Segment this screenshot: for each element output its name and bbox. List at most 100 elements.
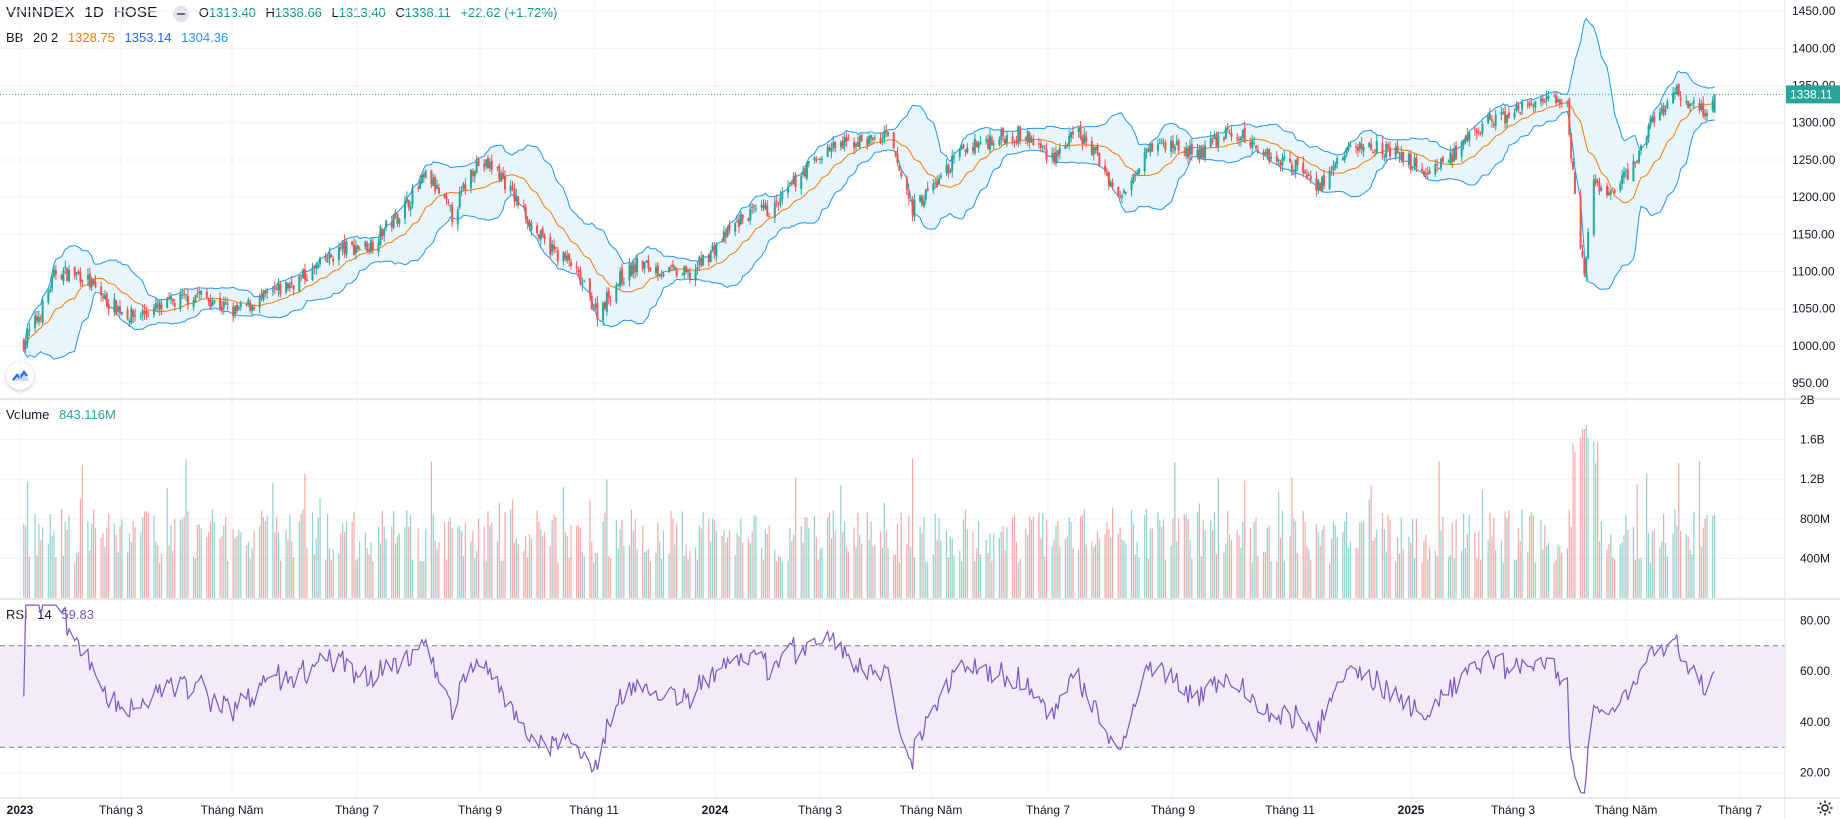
- volume-bar: [749, 543, 751, 598]
- candle-body: [522, 205, 525, 208]
- candle-body: [285, 281, 288, 293]
- candle-body: [1243, 127, 1246, 143]
- candle-body: [1264, 152, 1267, 155]
- volume-bar: [1649, 563, 1652, 598]
- high-label: H: [265, 5, 275, 20]
- volume-bar: [1436, 555, 1438, 598]
- volume-bar: [576, 525, 578, 598]
- candle-body: [760, 204, 763, 208]
- price-axis[interactable]: 1450.001400.001350.001300.001250.001200.…: [1792, 4, 1836, 390]
- candle-body: [1623, 171, 1626, 178]
- candle-body: [834, 141, 837, 149]
- candle-body: [700, 257, 703, 266]
- candle-body: [779, 197, 782, 203]
- volume-bar: [1547, 542, 1550, 598]
- candle-body: [107, 304, 110, 310]
- volume-bar: [1646, 473, 1648, 598]
- time-axis-label: Tháng 11: [569, 803, 619, 817]
- bb-legend[interactable]: BB 20 2 1328.75 1353.14 1304.36: [6, 30, 234, 45]
- settings-gear-icon[interactable]: [1816, 799, 1834, 817]
- candle-body: [596, 302, 599, 320]
- candle-body: [649, 267, 652, 272]
- volume-bar: [1164, 560, 1167, 598]
- volume-axis[interactable]: 2B 1.6B 1.2B 800M 400M: [1800, 393, 1830, 565]
- candle-body: [145, 311, 148, 315]
- volume-bar: [423, 561, 425, 598]
- candle-body: [81, 279, 84, 282]
- volume-bar: [644, 552, 646, 598]
- volume-bar: [557, 562, 559, 598]
- volume-bar: [159, 563, 161, 598]
- candle-body: [828, 147, 831, 151]
- volume-bar: [302, 509, 304, 598]
- candle-body: [1066, 144, 1069, 146]
- candle-body: [286, 283, 289, 289]
- rsi-legend[interactable]: RSI 14 59.83: [6, 607, 100, 622]
- volume-bar: [396, 536, 399, 598]
- candle-body: [1319, 182, 1322, 191]
- rsi-axis[interactable]: 80.00 60.00 40.00 20.00: [1800, 613, 1830, 779]
- candle-body: [73, 267, 76, 277]
- volume-bar: [919, 526, 921, 598]
- candle-body: [1581, 250, 1584, 257]
- candle-body: [839, 142, 842, 147]
- candle-body: [1573, 171, 1576, 194]
- volume-bar: [1151, 528, 1153, 598]
- candle-body: [394, 211, 397, 214]
- volume-bar: [394, 543, 397, 598]
- volume-bar: [240, 532, 242, 598]
- candle-body: [887, 132, 890, 136]
- volume-bar: [1204, 530, 1206, 598]
- candle-body: [390, 221, 393, 228]
- volume-bar: [234, 538, 236, 598]
- volume-bar: [287, 539, 289, 598]
- candle-body: [1572, 161, 1575, 170]
- volume-bar: [1044, 556, 1046, 598]
- candle-body: [211, 302, 214, 307]
- candle-body: [602, 302, 605, 321]
- candle-body: [24, 341, 27, 349]
- volume-bar: [1700, 546, 1702, 598]
- candle-body: [615, 285, 618, 302]
- volume-bar: [1506, 517, 1508, 598]
- candle-body: [328, 251, 331, 260]
- volume-bar: [1674, 508, 1676, 598]
- last-price-tag: 1338.11: [1786, 85, 1840, 104]
- volume-bar: [193, 555, 195, 598]
- volume-bar: [1421, 562, 1423, 598]
- volume-bar: [868, 539, 870, 598]
- volume-bar: [64, 521, 66, 598]
- volume-axis-label: 1.6B: [1800, 433, 1825, 447]
- candle-body: [960, 145, 963, 150]
- volume-bar: [932, 554, 934, 598]
- candle-body: [1639, 145, 1642, 151]
- collapse-legend-icon[interactable]: [173, 5, 190, 22]
- volume-bar: [1610, 533, 1612, 598]
- volume-legend[interactable]: Volume 843.116M: [6, 407, 122, 422]
- candle-body: [894, 150, 897, 156]
- volume-bar: [1381, 513, 1384, 598]
- time-axis[interactable]: 2023 Tháng 3 Tháng Năm Tháng 7 Tháng 9 Tháng …: [7, 803, 1763, 817]
- rsi-line: [23, 604, 1716, 794]
- interval[interactable]: 1D: [84, 4, 105, 21]
- volume-bar: [1672, 533, 1674, 598]
- candle-body: [843, 136, 846, 147]
- candle-body: [819, 158, 822, 160]
- volume-bar: [1112, 507, 1114, 598]
- candle-body: [1138, 168, 1141, 174]
- volume-bar: [304, 473, 306, 598]
- volume-bar: [1347, 548, 1350, 598]
- candle-body: [22, 339, 25, 351]
- volume-bar: [1132, 523, 1134, 598]
- volume-bar: [768, 525, 770, 598]
- volume-bar: [1355, 547, 1357, 598]
- volume-bar: [672, 518, 674, 598]
- volume-bar: [1162, 519, 1165, 598]
- candle-body: [1638, 150, 1641, 163]
- symbol-name[interactable]: VNINDEX: [6, 4, 75, 21]
- volume-bar: [832, 510, 834, 598]
- volume-bar: [1279, 537, 1282, 598]
- volume-bar: [819, 548, 821, 598]
- volume-bar: [659, 541, 661, 598]
